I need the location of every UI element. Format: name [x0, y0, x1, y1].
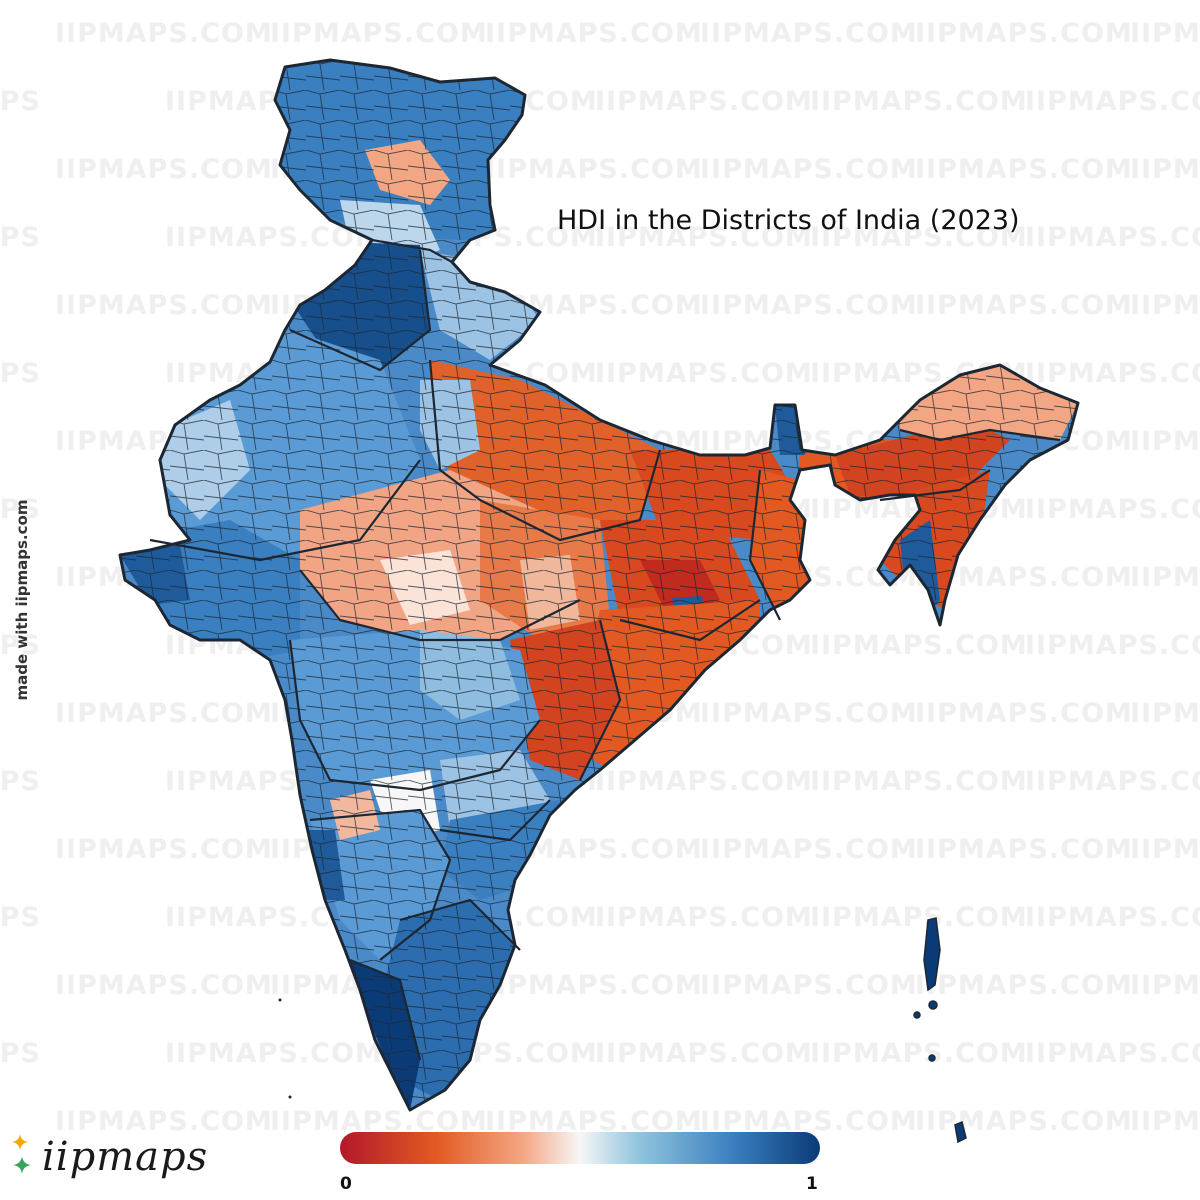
andaman-nicobar-islands [913, 917, 967, 1144]
india-outline [118, 58, 1080, 1112]
legend-min-label: 0 [340, 1174, 352, 1194]
lakshadweep-islands [278, 998, 292, 1099]
sparkle-icon [10, 1132, 36, 1181]
credit-text: made with iipmaps.com [13, 499, 31, 701]
state-boundaries [149, 238, 1061, 1061]
iipmaps-logo: iipmaps [10, 1132, 208, 1181]
map-title: HDI in the Districts of India (2023) [557, 205, 1020, 236]
legend-color-bar [340, 1132, 820, 1164]
logo-text: iipmaps [42, 1133, 209, 1180]
legend-gradient-fill [340, 1132, 820, 1164]
legend-max-label: 1 [806, 1174, 818, 1194]
